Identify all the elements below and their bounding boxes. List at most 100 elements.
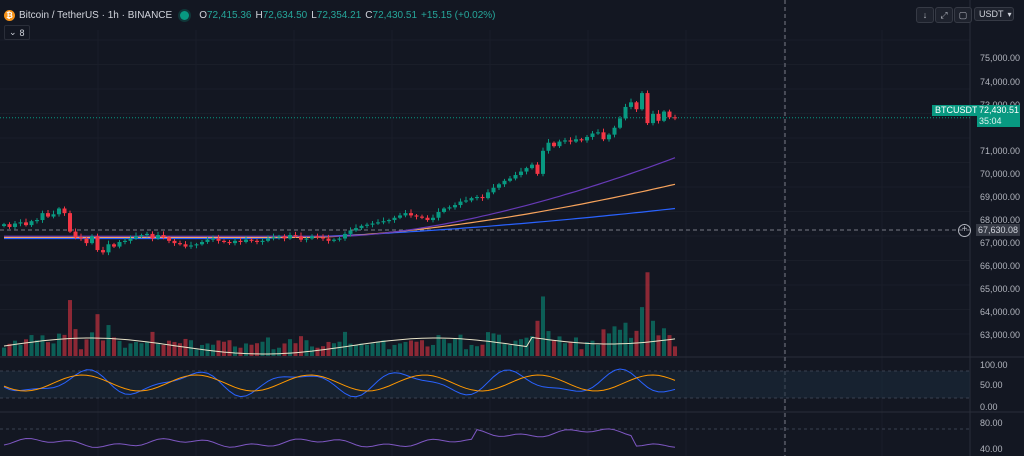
candle-body: [315, 236, 320, 238]
candle-body: [57, 208, 61, 215]
symbol-title[interactable]: Bitcoin / TetherUS · 1h · BINANCE: [19, 9, 173, 21]
candle-body: [161, 235, 166, 238]
candle-body: [541, 150, 545, 174]
candle-body: [629, 102, 633, 107]
candle-body: [260, 240, 265, 242]
low-value: 72,354.21: [316, 9, 362, 21]
osc-line: [3, 428, 676, 448]
volume-bar: [475, 346, 479, 356]
price-axis-label: 70,000.00: [980, 168, 1021, 179]
volume-bar: [216, 340, 221, 356]
volume-bar: [607, 333, 611, 356]
high-label: H: [255, 9, 263, 21]
candle-body: [590, 133, 595, 137]
down-arrow-icon[interactable]: ↓: [916, 7, 934, 23]
candle-body: [46, 213, 50, 217]
low-label: L: [311, 9, 317, 21]
volume-bar: [24, 339, 28, 356]
snapshot-icon[interactable]: ▢: [954, 7, 972, 23]
candle-body: [656, 113, 661, 121]
volume-bar: [266, 337, 270, 356]
volume-bar: [68, 300, 72, 356]
candle-body: [128, 238, 133, 241]
price-axis-label: 69,000.00: [980, 191, 1021, 202]
candle-body: [2, 224, 6, 227]
candle-body: [524, 168, 529, 172]
volume-bar: [601, 329, 606, 356]
rsi-axis-label: 0.00: [980, 402, 998, 412]
candle-body: [453, 205, 457, 208]
candle-body: [662, 111, 666, 121]
candle-body: [134, 236, 138, 239]
candle-body: [530, 164, 534, 169]
candle-body: [123, 240, 127, 242]
volume-bar: [337, 341, 342, 356]
price-tag-value: 72,430.51: [977, 105, 1020, 116]
volume-bar: [370, 343, 375, 356]
candle-body: [29, 221, 34, 226]
close-value: 72,430.51: [372, 9, 418, 21]
volume-bar: [200, 344, 204, 356]
volume-bar: [304, 340, 309, 356]
candle-body: [359, 225, 364, 229]
volume-bar: [150, 331, 155, 356]
rsi-line: [3, 368, 676, 398]
open-value: 72,415.36: [206, 9, 252, 21]
volume-bar: [508, 344, 512, 356]
candle-body: [68, 213, 72, 232]
volume-bar: [557, 336, 562, 356]
volume-bar: [486, 332, 490, 356]
volume-bar: [178, 343, 182, 356]
candle-body: [409, 213, 413, 216]
volume-bar: [112, 337, 116, 356]
price-axis-label: 68,000.00: [980, 215, 1021, 226]
volume-bar: [249, 344, 254, 356]
volume-bar: [568, 341, 573, 356]
candle-body: [486, 192, 490, 199]
volume-bar: [35, 340, 39, 356]
candle-body: [172, 240, 177, 244]
volume-bar: [519, 339, 523, 356]
candle-body: [634, 102, 639, 110]
snapshot-glyph: ▢: [958, 9, 968, 20]
volume-bar: [73, 329, 78, 356]
candle-body: [618, 118, 622, 128]
volume-bar: [563, 343, 567, 356]
candle-body: [431, 217, 435, 221]
candle-body: [24, 222, 28, 226]
fullscreen-icon[interactable]: ⤢: [935, 7, 953, 23]
volume-bar: [167, 340, 171, 356]
candle-body: [233, 240, 237, 244]
volume-bar: [343, 331, 347, 356]
volume-bar: [469, 344, 474, 356]
bitcoin-icon: ₿: [4, 9, 15, 21]
volume-bar: [90, 332, 94, 356]
currency-select[interactable]: USDT ▾: [974, 7, 1014, 21]
candle-body: [579, 139, 584, 141]
sma-slow-line: [4, 207, 676, 240]
volume-bar: [420, 340, 424, 356]
candle-body: [222, 240, 226, 242]
candle-body: [667, 111, 672, 118]
volume-bar: [480, 344, 485, 356]
add-alert-icon[interactable]: +: [958, 224, 971, 237]
candle-body: [348, 230, 353, 234]
candle-body: [376, 222, 380, 224]
volume-bar: [161, 344, 166, 356]
volume-bar: [7, 343, 12, 356]
volume-bar: [244, 343, 248, 356]
volume-bar: [227, 340, 232, 356]
volume-bar: [128, 343, 133, 356]
volume-bar: [656, 335, 661, 356]
volume-bar: [40, 335, 45, 356]
candle-body: [282, 236, 287, 239]
volume-bar: [590, 340, 595, 356]
candle-body: [640, 93, 644, 110]
volume-bar: [513, 340, 518, 356]
volume-bar: [579, 349, 584, 356]
candle-body: [189, 245, 193, 247]
candle-body: [546, 142, 551, 151]
indicators-toggle[interactable]: ⌄ 8: [4, 25, 30, 40]
symbol-header[interactable]: ₿ Bitcoin / TetherUS · 1h · BINANCE O 72,…: [4, 7, 496, 23]
